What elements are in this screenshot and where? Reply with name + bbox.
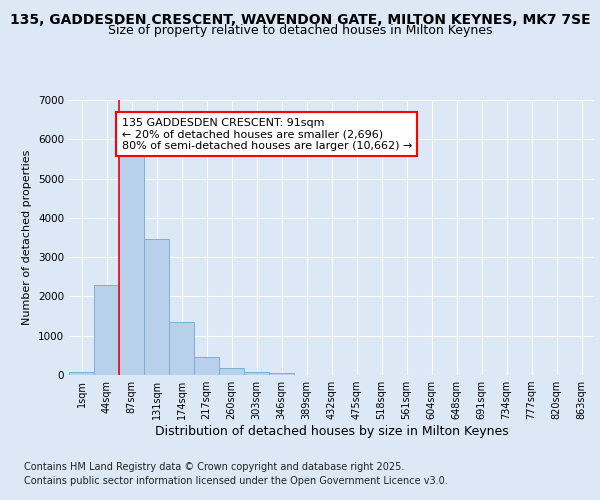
Bar xyxy=(144,240,169,375)
X-axis label: Distribution of detached houses by size in Milton Keynes: Distribution of detached houses by size … xyxy=(155,425,508,438)
Text: Size of property relative to detached houses in Milton Keynes: Size of property relative to detached ho… xyxy=(108,24,492,37)
Bar xyxy=(119,155,144,375)
Bar xyxy=(94,284,119,375)
Bar xyxy=(219,368,244,375)
Bar xyxy=(69,372,94,375)
Text: Contains HM Land Registry data © Crown copyright and database right 2025.: Contains HM Land Registry data © Crown c… xyxy=(24,462,404,472)
Bar xyxy=(194,358,219,375)
Bar xyxy=(269,373,294,375)
Bar xyxy=(169,322,194,375)
Text: 135, GADDESDEN CRESCENT, WAVENDON GATE, MILTON KEYNES, MK7 7SE: 135, GADDESDEN CRESCENT, WAVENDON GATE, … xyxy=(10,12,590,26)
Y-axis label: Number of detached properties: Number of detached properties xyxy=(22,150,32,325)
Text: 135 GADDESDEN CRESCENT: 91sqm
← 20% of detached houses are smaller (2,696)
80% o: 135 GADDESDEN CRESCENT: 91sqm ← 20% of d… xyxy=(121,118,412,151)
Text: Contains public sector information licensed under the Open Government Licence v3: Contains public sector information licen… xyxy=(24,476,448,486)
Bar xyxy=(244,372,269,375)
